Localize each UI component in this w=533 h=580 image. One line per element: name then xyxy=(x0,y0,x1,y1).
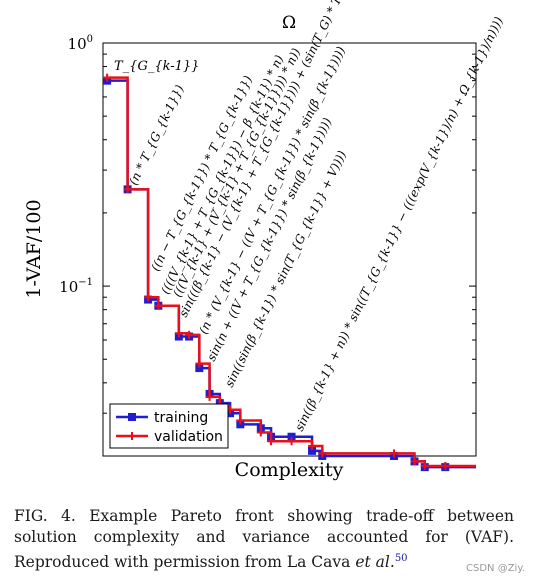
validation-point xyxy=(318,449,327,458)
y-ticks: 100 10−1 xyxy=(59,34,476,414)
validation-point xyxy=(441,461,450,470)
validation-point xyxy=(267,437,276,446)
caption-ref-number: 50 xyxy=(394,553,408,564)
pareto-chart: Ω Complexity 1-VAF/100 100 10−1 T_{G_{k-1… xyxy=(23,0,506,481)
validation-point xyxy=(185,330,194,339)
validation-point xyxy=(123,185,132,194)
annotation-expression: (n * T_{G_{k-1}}) xyxy=(126,82,187,187)
caption-ref: et al. xyxy=(355,553,395,572)
validation-point xyxy=(236,416,245,425)
training-point xyxy=(287,432,296,441)
validation-point xyxy=(144,293,153,302)
validation-point xyxy=(154,301,163,310)
validation-point xyxy=(103,73,112,82)
validation-point xyxy=(256,428,265,437)
figure-caption: FIG. 4. Example Pareto front showing tra… xyxy=(14,506,514,573)
y-tick-label: 10−1 xyxy=(59,277,93,296)
validation-point xyxy=(308,441,317,450)
expression-annotations: T_{G_{k-1}}(n * T_{G_{k-1}})((n − T_{G_{… xyxy=(114,0,506,433)
legend-entry-training: training xyxy=(116,410,208,426)
x-axis-label: Complexity xyxy=(235,459,344,481)
plot-frame xyxy=(102,42,477,457)
validation-point xyxy=(174,329,183,338)
legend-label: validation xyxy=(154,429,223,445)
validation-point xyxy=(195,359,204,368)
annotation-expression: T_{G_{k-1}} xyxy=(114,59,199,74)
validation-point xyxy=(420,461,429,470)
validation-point xyxy=(410,457,419,466)
validation-point xyxy=(205,392,214,401)
series xyxy=(103,73,476,472)
y-tick-label: 100 xyxy=(68,34,93,53)
training-point xyxy=(195,364,204,373)
legend-box xyxy=(109,403,229,449)
caption-text: FIG. 4. Example Pareto front showing tra… xyxy=(14,507,514,572)
validation-point xyxy=(287,437,296,446)
validation-point xyxy=(390,449,399,458)
legend: training validation xyxy=(109,403,229,449)
watermark: CSDN @Ziy. xyxy=(466,563,525,574)
training-point xyxy=(308,446,317,455)
legend-entry-validation: validation xyxy=(116,429,223,445)
axes: Ω Complexity 1-VAF/100 xyxy=(23,13,477,481)
chart-title: Ω xyxy=(282,13,296,33)
y-axis-label: 1-VAF/100 xyxy=(23,199,45,298)
legend-label: training xyxy=(154,410,208,426)
